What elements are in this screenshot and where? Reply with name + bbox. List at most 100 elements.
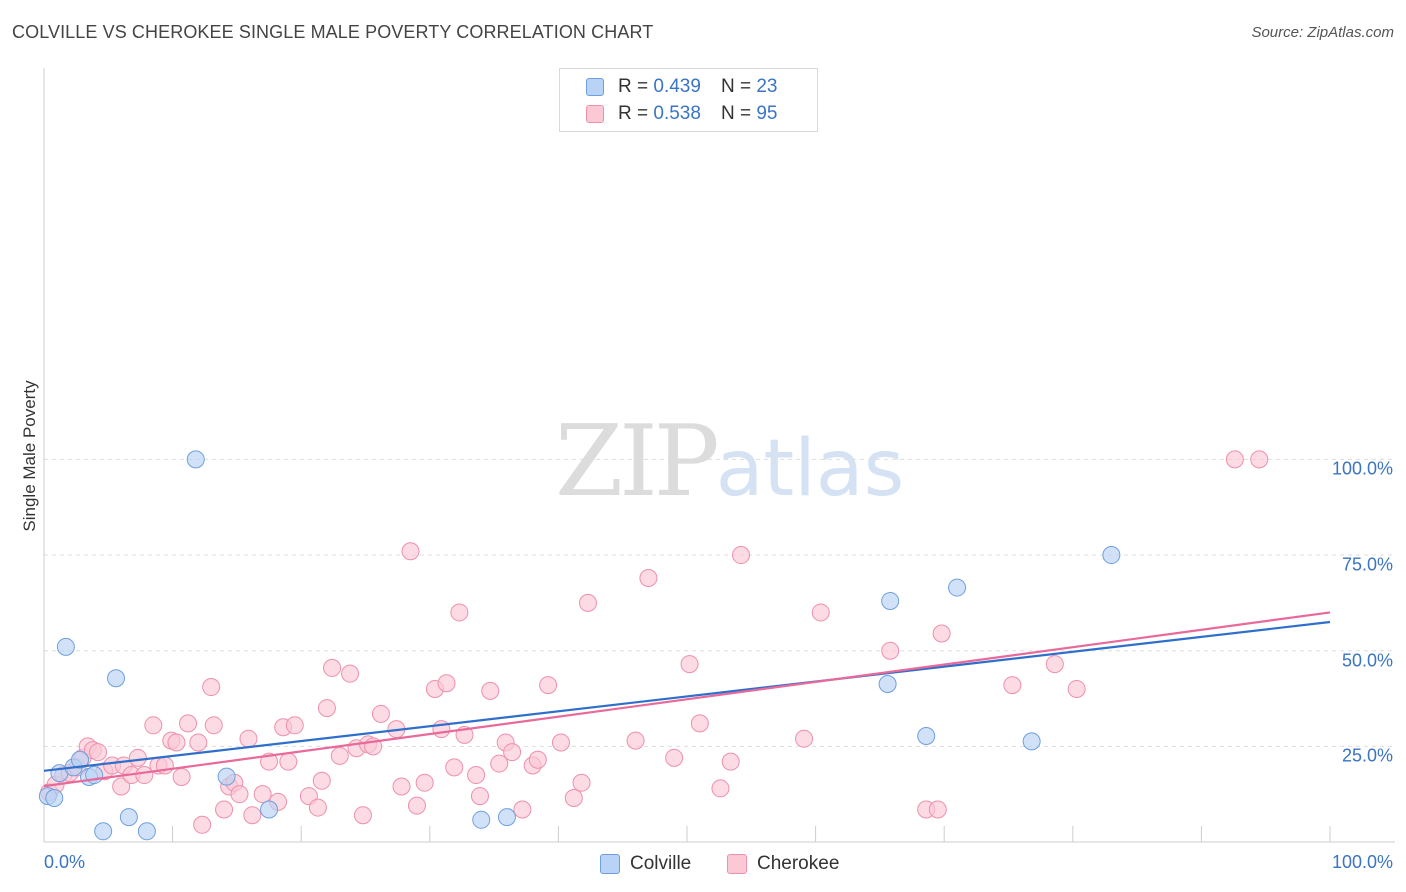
cherokee-point bbox=[690, 714, 709, 733]
cherokee-point bbox=[144, 716, 163, 735]
cherokee-point bbox=[323, 658, 342, 677]
cherokee-r-value: 0.538 bbox=[653, 103, 701, 124]
cherokee-point bbox=[407, 796, 426, 815]
bottom-legend-cherokee: Cherokee bbox=[727, 852, 839, 876]
cherokee-point bbox=[312, 771, 331, 790]
cherokee-point bbox=[179, 714, 198, 733]
cherokee-point bbox=[626, 731, 645, 750]
colville-swatch-bottom bbox=[600, 854, 620, 874]
cherokee-point bbox=[932, 624, 951, 643]
cherokee-point bbox=[204, 716, 223, 735]
watermark-atlas: atlas bbox=[715, 424, 905, 514]
x-tick-min: 0.0% bbox=[44, 852, 86, 872]
cherokee-point bbox=[1225, 450, 1244, 469]
colville-point bbox=[71, 750, 90, 769]
cherokee-n-value: 95 bbox=[756, 103, 778, 124]
legend: R = 0.439 N = 23 R = 0.538 N = 95 bbox=[559, 68, 818, 132]
cherokee-point bbox=[665, 748, 684, 767]
bottom-legend-colville: Colville bbox=[600, 852, 691, 876]
cherokee-point bbox=[721, 752, 740, 771]
colville-point bbox=[217, 767, 236, 786]
cherokee-point bbox=[578, 593, 597, 612]
cherokee-point bbox=[353, 806, 372, 825]
cherokee-point bbox=[539, 676, 558, 695]
y-tick-label: 100.0% bbox=[1331, 458, 1393, 479]
cherokee-point bbox=[189, 733, 208, 752]
colville-point bbox=[878, 674, 897, 693]
grid-lines bbox=[44, 458, 1395, 747]
colville-legend-label: Colville bbox=[630, 853, 692, 874]
colville-point bbox=[45, 789, 64, 808]
cherokee-point bbox=[167, 733, 186, 752]
y-tick-label: 75.0% bbox=[1341, 554, 1393, 575]
cherokee-point bbox=[415, 773, 434, 792]
colville-trend-line bbox=[43, 620, 1331, 772]
cherokee-point bbox=[285, 716, 304, 735]
source-credit: Source: ZipAtlas.com bbox=[1251, 24, 1394, 41]
cherokee-point bbox=[467, 766, 486, 785]
colville-point bbox=[119, 808, 138, 827]
cherokee-point bbox=[513, 800, 532, 819]
colville-point bbox=[186, 450, 205, 469]
cherokee-n-label: N = bbox=[720, 103, 752, 124]
legend-row-colville: R = 0.439 N = 23 bbox=[586, 75, 777, 99]
colville-point bbox=[137, 822, 156, 841]
colville-swatch bbox=[586, 78, 604, 96]
x-tick-max: 100.0% bbox=[1331, 852, 1393, 872]
colville-r-label: R = bbox=[618, 76, 649, 97]
cherokee-point bbox=[503, 743, 522, 762]
watermark: ZIPatlas bbox=[555, 405, 904, 519]
y-axis-label: Single Male Poverty bbox=[20, 380, 39, 532]
cherokee-point bbox=[1250, 450, 1269, 469]
cherokee-trend-line bbox=[43, 611, 1331, 788]
axes bbox=[43, 68, 1395, 843]
cherokee-point bbox=[551, 733, 570, 752]
cherokee-point bbox=[795, 729, 814, 748]
cherokee-point bbox=[317, 699, 336, 718]
cherokee-point bbox=[437, 674, 456, 693]
cherokee-point bbox=[279, 752, 298, 771]
cherokee-point bbox=[243, 806, 262, 825]
cherokee-point bbox=[253, 785, 272, 804]
colville-point bbox=[472, 810, 491, 829]
cherokee-point bbox=[445, 758, 464, 777]
colville-point bbox=[1102, 546, 1121, 565]
trend-lines bbox=[43, 611, 1331, 788]
cherokee-point bbox=[193, 815, 212, 834]
cherokee-point bbox=[128, 748, 147, 767]
cherokee-point bbox=[330, 746, 349, 765]
cherokee-point bbox=[371, 704, 390, 723]
colville-point bbox=[107, 669, 126, 688]
cherokee-swatch-bottom bbox=[727, 854, 747, 874]
cherokee-point bbox=[450, 603, 469, 622]
colville-n-value: 23 bbox=[756, 76, 778, 97]
cherokee-point bbox=[470, 787, 489, 806]
cherokee-point bbox=[572, 773, 591, 792]
colville-point bbox=[94, 822, 113, 841]
cherokee-point bbox=[481, 681, 500, 700]
cherokee-point bbox=[112, 777, 131, 796]
colville-point bbox=[917, 727, 936, 746]
cherokee-point bbox=[341, 664, 360, 683]
colville-point bbox=[948, 578, 967, 597]
colville-point bbox=[1022, 732, 1041, 751]
cherokee-point bbox=[202, 678, 221, 697]
cherokee-point bbox=[680, 655, 699, 674]
cherokee-point bbox=[711, 779, 730, 798]
cherokee-point bbox=[172, 767, 191, 786]
cherokee-point bbox=[732, 546, 751, 565]
cherokee-point bbox=[135, 766, 154, 785]
y-tick-label: 50.0% bbox=[1341, 650, 1393, 671]
cherokee-point bbox=[1003, 676, 1022, 695]
cherokee-point bbox=[215, 800, 234, 819]
cherokee-legend-label: Cherokee bbox=[757, 853, 840, 874]
colville-point bbox=[881, 591, 900, 610]
colville-point bbox=[56, 637, 75, 656]
chart-title: COLVILLE VS CHEROKEE SINGLE MALE POVERTY… bbox=[12, 22, 654, 42]
cherokee-point bbox=[639, 569, 658, 588]
cherokee-point bbox=[1067, 679, 1086, 698]
watermark-zip: ZIP bbox=[555, 405, 720, 519]
cherokee-r-label: R = bbox=[618, 103, 649, 124]
colville-point bbox=[260, 800, 279, 819]
